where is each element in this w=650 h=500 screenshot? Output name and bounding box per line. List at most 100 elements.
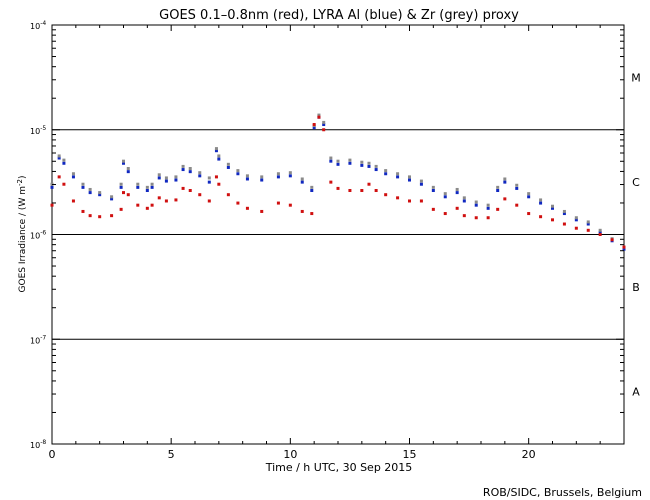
data-point xyxy=(88,214,92,218)
data-point xyxy=(562,209,566,213)
data-point xyxy=(503,177,507,181)
data-point xyxy=(288,174,292,178)
data-point xyxy=(119,185,123,189)
data-point xyxy=(443,195,447,199)
data-point xyxy=(367,161,371,165)
data-point xyxy=(586,220,590,224)
data-point xyxy=(81,209,85,213)
data-point xyxy=(322,120,326,124)
data-point xyxy=(181,164,185,168)
data-point xyxy=(367,164,371,168)
data-point xyxy=(396,196,400,200)
data-point xyxy=(276,172,280,176)
data-point xyxy=(374,168,378,172)
data-point xyxy=(81,185,85,189)
data-point xyxy=(217,182,221,186)
data-point xyxy=(174,175,178,179)
data-point xyxy=(198,193,202,197)
data-point xyxy=(503,180,507,184)
data-point xyxy=(214,149,218,153)
y-tick-label: 10-4 xyxy=(30,20,46,31)
data-point xyxy=(164,179,168,183)
data-point xyxy=(562,222,566,226)
data-point xyxy=(443,192,447,196)
data-point xyxy=(462,214,466,218)
data-point xyxy=(145,185,149,189)
data-point xyxy=(310,185,314,189)
data-point xyxy=(62,182,66,186)
data-point xyxy=(174,178,178,182)
series-goes-0-1-0-8nm xyxy=(50,115,626,249)
data-point xyxy=(312,123,316,127)
data-point xyxy=(310,189,314,193)
flare-class-labels: M C B A xyxy=(631,71,641,398)
data-point xyxy=(71,172,75,176)
data-point xyxy=(462,199,466,203)
data-point xyxy=(551,204,554,208)
data-point xyxy=(496,185,500,189)
data-point xyxy=(474,203,478,207)
chart-title: GOES 0.1–0.8nm (red), LYRA Al (blue) & Z… xyxy=(159,8,519,23)
data-point xyxy=(136,203,140,207)
data-point xyxy=(122,159,125,163)
y-axis-label-exponent: -2 xyxy=(16,179,24,186)
data-point xyxy=(71,199,75,203)
data-point xyxy=(527,212,531,216)
data-point xyxy=(214,147,218,151)
flare-class-label-c: C xyxy=(632,176,640,189)
data-point xyxy=(217,157,221,161)
data-point xyxy=(384,193,388,197)
data-point xyxy=(119,207,123,211)
data-point xyxy=(260,209,264,213)
data-point xyxy=(236,172,240,176)
data-point xyxy=(474,216,478,220)
data-point xyxy=(150,203,154,207)
data-point xyxy=(329,159,333,163)
data-point xyxy=(288,171,292,175)
data-point xyxy=(188,189,192,193)
data-point xyxy=(157,196,161,200)
data-point xyxy=(236,169,240,173)
y-tick-label: 10-5 xyxy=(30,125,46,136)
credit-label: ROB/SIDC, Brussels, Belgium xyxy=(483,486,642,499)
data-point xyxy=(110,214,114,218)
data-point xyxy=(81,182,85,186)
data-point xyxy=(527,195,531,199)
data-point xyxy=(374,164,378,168)
data-point xyxy=(245,177,249,181)
data-point xyxy=(98,191,102,195)
data-point xyxy=(150,182,154,186)
data-point xyxy=(207,180,211,184)
x-tick-label: 15 xyxy=(403,448,417,461)
data-point xyxy=(145,206,149,210)
data-point xyxy=(539,201,543,205)
y-tick-label: 10-7 xyxy=(30,334,46,345)
flare-class-lines xyxy=(52,129,624,340)
data-point xyxy=(348,161,352,165)
data-point xyxy=(207,176,211,180)
data-point xyxy=(329,180,333,184)
data-point xyxy=(360,163,364,167)
data-point xyxy=(300,180,304,184)
y-axis-label-close: ) xyxy=(18,176,28,180)
data-point xyxy=(198,174,202,178)
data-point xyxy=(539,215,543,219)
data-point xyxy=(574,226,578,230)
data-point xyxy=(310,212,314,216)
data-point xyxy=(419,182,423,186)
data-point xyxy=(136,182,140,186)
data-point xyxy=(181,168,185,172)
flare-class-label-b: B xyxy=(632,281,640,294)
data-point xyxy=(419,179,423,183)
data-point xyxy=(419,199,423,203)
data-point xyxy=(126,193,130,197)
data-point xyxy=(150,185,154,189)
data-point xyxy=(396,172,400,176)
data-point xyxy=(574,216,578,220)
data-point xyxy=(98,215,102,219)
data-point xyxy=(57,154,61,158)
data-point xyxy=(181,186,185,190)
series-lyra-zr-proxy xyxy=(50,113,626,249)
data-point xyxy=(98,193,102,197)
data-point xyxy=(586,222,590,226)
